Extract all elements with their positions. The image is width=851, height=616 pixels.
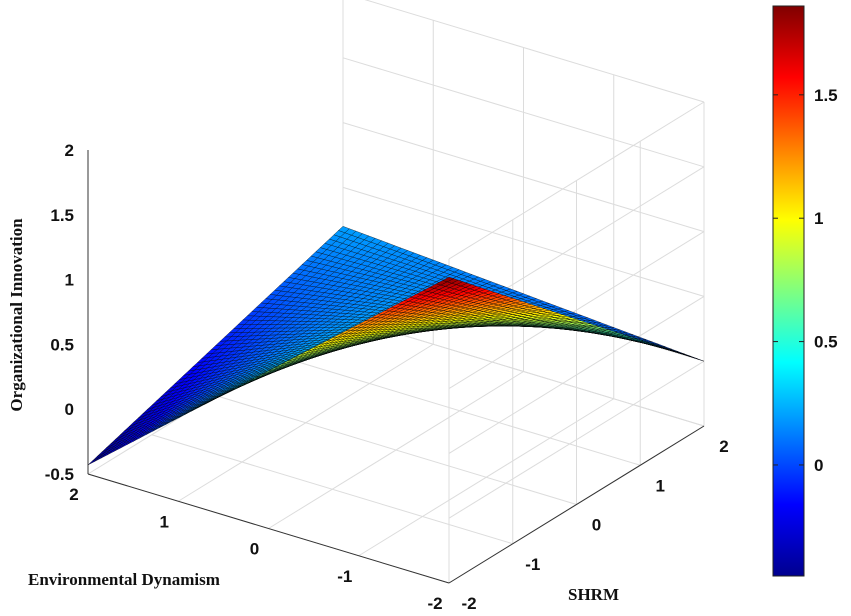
wall-grid-line (342, 57, 705, 168)
colorbar-tick-label: 1 (814, 209, 823, 228)
x-tick-label: -1 (337, 567, 352, 586)
y-tick-label: 0 (592, 516, 601, 535)
wall-grid-line (342, 122, 705, 233)
y-tick-label: -1 (525, 555, 540, 574)
floor-grid-line (279, 355, 641, 466)
wall-grid-line (448, 295, 705, 454)
wall-grid-line (364, 0, 705, 103)
colorbar-tick-label: 0 (814, 456, 823, 475)
wall-grid-line (342, 186, 705, 297)
surface-patch (87, 457, 100, 466)
wall-grid-line (448, 101, 705, 260)
colorbar-tick-label: 1.5 (814, 86, 838, 105)
floor-grid-line (215, 395, 577, 505)
z-tick-label: 0 (65, 400, 74, 419)
surface-plot (87, 226, 705, 466)
x-tick-label: 1 (160, 512, 169, 531)
x-tick-label: 2 (69, 485, 78, 504)
wall-grid-line (448, 231, 705, 390)
wall-grid-line (342, 316, 705, 427)
z-tick-label: 1 (65, 271, 74, 290)
y-tick-label: 1 (656, 476, 665, 495)
z-axis-label: Organizational Innovation (7, 218, 26, 412)
axes-grid (87, 0, 705, 584)
z-tick-label: 1.5 (50, 206, 74, 225)
z-tick-label: -0.5 (45, 465, 74, 484)
y-axis-label: SHRM (568, 585, 619, 604)
z-tick-label: 2 (65, 141, 74, 160)
wall-grid-line (448, 360, 705, 519)
x-axis-label: Environmental Dynamism (28, 570, 220, 589)
z-tick-label: 0.5 (50, 335, 74, 354)
colorbar (772, 5, 805, 577)
y-tick-label: 2 (719, 437, 728, 456)
x-tick-label: 0 (250, 540, 259, 559)
x-axis-line (87, 473, 450, 584)
y-axis-line (448, 425, 705, 584)
floor-grid-line (177, 343, 434, 502)
x-tick-label: -2 (427, 594, 442, 613)
axis-ticks: -0.5 0 0.5 1 1.5 2 -2 -1 0 1 2 -2 -1 0 1 2 (45, 141, 729, 613)
colorbar-tick-label: 0.5 (814, 333, 838, 352)
colorbar-ticks: 0 0.5 1 1.5 (773, 86, 838, 475)
y-tick-label: -2 (461, 594, 476, 613)
